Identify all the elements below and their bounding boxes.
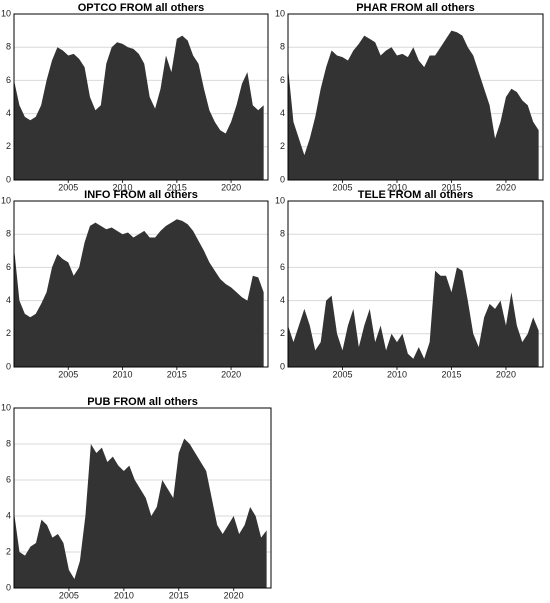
y-tick-label: 10 <box>1 8 11 18</box>
panel-title: OPTCO FROM all others <box>78 2 205 14</box>
y-tick-label: 6 <box>6 75 11 85</box>
y-tick-label: 2 <box>280 328 285 338</box>
x-tick-label: 2020 <box>496 369 516 379</box>
y-tick-label: 4 <box>6 108 11 118</box>
x-tick-label: 2015 <box>441 369 461 379</box>
y-tick-label: 6 <box>6 474 11 484</box>
y-tick-label: 2 <box>6 328 11 338</box>
y-tick-label: 0 <box>280 361 285 371</box>
y-tick-label: 8 <box>280 42 285 52</box>
y-tick-label: 8 <box>6 42 11 52</box>
y-tick-label: 4 <box>6 510 11 520</box>
area <box>14 219 264 367</box>
area <box>14 438 267 588</box>
area <box>288 267 539 367</box>
plot-frame <box>287 200 544 368</box>
panel-title: PHAR FROM all others <box>356 2 475 14</box>
x-tick-label: 2005 <box>58 182 78 192</box>
x-tick-label: 2010 <box>113 182 133 192</box>
x-tick-label: 2020 <box>221 182 241 192</box>
y-tick-label: 4 <box>280 295 285 305</box>
panel-title: TELE FROM all others <box>358 189 474 201</box>
y-tick-label: 0 <box>6 361 11 371</box>
y-tick-label: 8 <box>6 438 11 448</box>
x-tick-label: 2015 <box>169 590 189 600</box>
area <box>288 30 539 180</box>
y-tick-label: 4 <box>280 108 285 118</box>
x-tick-label: 2010 <box>113 369 133 379</box>
x-tick-label: 2010 <box>387 369 407 379</box>
y-tick-label: 0 <box>6 174 11 184</box>
y-tick-label: 2 <box>280 141 285 151</box>
y-tick-label: 0 <box>280 174 285 184</box>
x-tick-label: 2005 <box>58 369 78 379</box>
area <box>14 35 264 180</box>
panel-title: PUB FROM all others <box>87 396 198 408</box>
y-tick-label: 10 <box>275 8 285 18</box>
x-tick-label: 2015 <box>441 182 461 192</box>
plot-frame <box>13 200 269 368</box>
x-tick-label: 2005 <box>332 182 352 192</box>
x-tick-label: 2005 <box>332 369 352 379</box>
panel: PHAR FROM all others 0 2 4 6 8 10 2005 2010 2015 2… <box>275 2 544 192</box>
plot-frame <box>13 407 272 589</box>
x-tick-label: 2020 <box>496 182 516 192</box>
panel: OPTCO FROM all others 0 2 4 6 8 10 2005 2010 2015… <box>1 2 269 192</box>
panel: PUB FROM all others 0 2 4 6 8 10 2005 2010 2015 20… <box>1 396 272 600</box>
y-tick-label: 6 <box>280 75 285 85</box>
y-tick-label: 4 <box>6 295 11 305</box>
panel: INFO FROM all others 0 2 4 6 8 10 2005 2010 2015 2… <box>1 189 269 379</box>
x-tick-label: 2015 <box>167 369 187 379</box>
y-tick-label: 10 <box>1 402 11 412</box>
y-tick-label: 10 <box>1 195 11 205</box>
x-tick-label: 2015 <box>167 182 187 192</box>
y-tick-label: 8 <box>6 229 11 239</box>
x-tick-label: 2020 <box>224 590 244 600</box>
y-tick-label: 6 <box>280 262 285 272</box>
panel-title: INFO FROM all others <box>84 189 198 201</box>
y-tick-label: 2 <box>6 546 11 556</box>
panel: TELE FROM all others 0 2 4 6 8 10 2005 2010 2015 2… <box>275 189 544 379</box>
plot-frame <box>287 13 544 181</box>
y-tick-label: 2 <box>6 141 11 151</box>
x-tick-label: 2010 <box>387 182 407 192</box>
y-tick-label: 0 <box>6 582 11 592</box>
x-tick-label: 2005 <box>59 590 79 600</box>
y-tick-label: 6 <box>6 262 11 272</box>
y-tick-label: 10 <box>275 195 285 205</box>
x-tick-label: 2010 <box>114 590 134 600</box>
y-tick-label: 8 <box>280 229 285 239</box>
x-tick-label: 2020 <box>221 369 241 379</box>
plot-frame <box>13 13 269 181</box>
